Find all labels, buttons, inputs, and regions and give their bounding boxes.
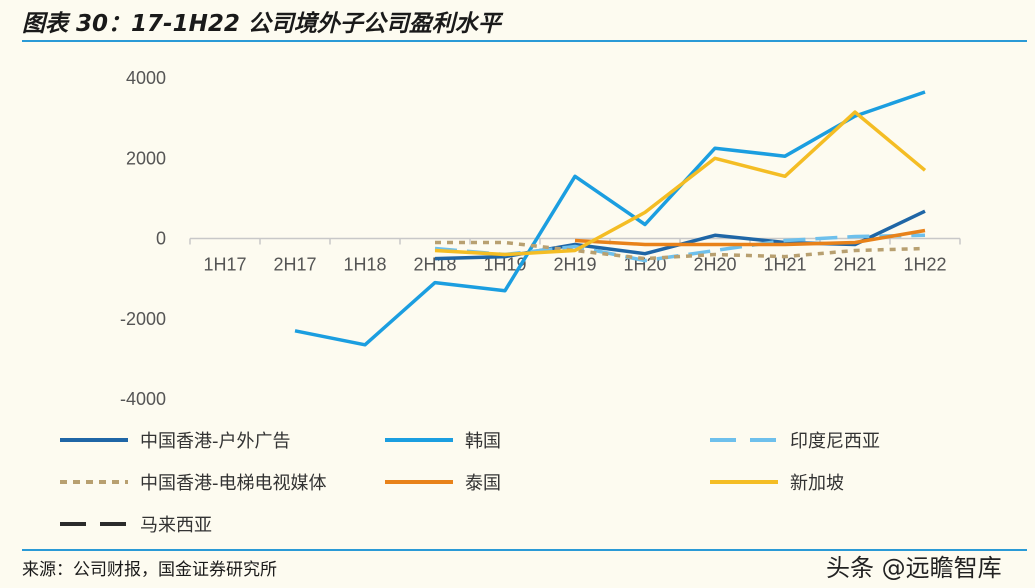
x-tick-label: 1H22: [903, 255, 946, 275]
legend-label: 新加坡: [790, 473, 844, 494]
series-line: [435, 240, 926, 261]
source-note: 来源：公司财报，国金证券研究所: [22, 560, 277, 580]
x-tick-label: 2H21: [833, 255, 876, 275]
legend-label: 中国香港-电梯电视媒体: [140, 473, 327, 494]
watermark: 头条 @远瞻智库: [826, 554, 1002, 582]
y-tick-label: 4000: [126, 68, 166, 88]
chart-title: 图表 30：17-1H22 公司境外子公司盈利水平: [22, 11, 501, 37]
x-tick-label: 2H19: [553, 255, 596, 275]
legend-label: 中国香港-户外广告: [140, 431, 291, 452]
x-tick-label: 1H21: [763, 255, 806, 275]
legend-label: 马来西亚: [140, 515, 212, 536]
y-tick-label: 2000: [126, 148, 166, 168]
legend-label: 韩国: [465, 431, 501, 452]
y-tick-label: -4000: [120, 389, 166, 409]
series-line: [434, 209, 926, 261]
x-tick-label: 2H17: [273, 255, 316, 275]
y-tick-label: -2000: [120, 309, 166, 329]
top-rule: [22, 40, 1027, 42]
series-line: [294, 90, 926, 347]
x-tick-label: 1H17: [203, 255, 246, 275]
x-tick-label: 1H19: [483, 255, 526, 275]
series-line: [574, 228, 926, 247]
legend-label: 印度尼西亚: [790, 431, 880, 452]
x-tick-label: 2H20: [693, 255, 736, 275]
y-tick-label: 0: [156, 229, 166, 249]
legend-label: 泰国: [465, 473, 501, 494]
x-tick-label: 1H18: [343, 255, 386, 275]
series-line: [434, 110, 927, 257]
bottom-rule: [22, 549, 1027, 551]
